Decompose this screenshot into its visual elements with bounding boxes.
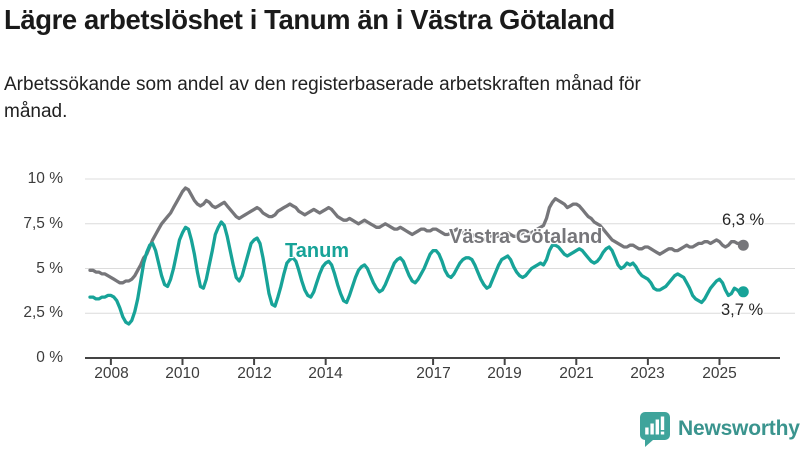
x-tick-label-2010: 2010: [165, 365, 200, 382]
newsworthy-logo-icon: [640, 412, 670, 447]
y-tick-label-10: 10 %: [27, 170, 63, 187]
x-tick-label-2023: 2023: [630, 365, 665, 382]
newsworthy-logo[interactable]: Newsworthy: [638, 411, 800, 447]
series-label-vastra-gotaland: Västra Götaland: [449, 226, 603, 248]
x-tick-label-2012: 2012: [237, 365, 272, 382]
vastra-gotaland-line: [88, 186, 745, 285]
end-value-label-tanum: 3,7 %: [721, 301, 764, 319]
x-tick-label-2019: 2019: [487, 365, 522, 382]
page-subtitle: Arbetssökande som andel av den registerb…: [4, 74, 641, 122]
page-title: Lägre arbetslöshet i Tanum än i Västra G…: [4, 4, 615, 35]
brand-name: Newsworthy: [678, 417, 800, 440]
y-tick-label-2-5: 2,5 %: [23, 304, 63, 321]
end-value-label-vastra-gotaland: 6,3 %: [722, 211, 765, 229]
x-tick-label-2014: 2014: [308, 365, 343, 382]
tanum-end-dot: [737, 286, 749, 298]
x-tick-label-2025: 2025: [702, 365, 737, 382]
series-label-tanum: Tanum: [285, 240, 350, 262]
y-tick-label-7-5: 7,5 %: [23, 215, 63, 232]
x-tick-label-2021: 2021: [559, 365, 594, 382]
tanum-line: [88, 220, 745, 326]
x-tick-label-2017: 2017: [416, 365, 451, 382]
vastra-gotaland-end-dot: [737, 239, 749, 251]
x-tick-label-2008: 2008: [94, 365, 129, 382]
y-tick-label-5: 5 %: [36, 260, 63, 277]
y-tick-label-0: 0 %: [36, 349, 63, 366]
